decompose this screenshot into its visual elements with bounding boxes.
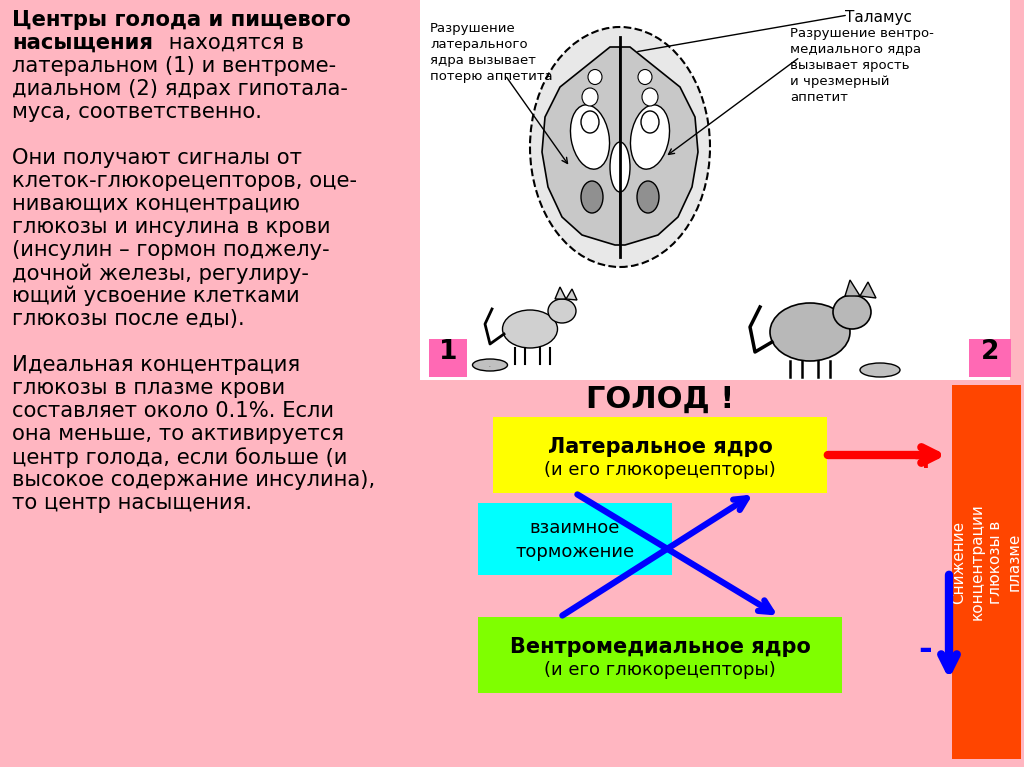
Text: насыщения: насыщения — [12, 33, 153, 53]
Polygon shape — [555, 287, 566, 299]
Text: дочной железы, регулиру-: дочной железы, регулиру- — [12, 263, 309, 284]
Text: Таламус: Таламус — [845, 10, 912, 25]
Ellipse shape — [770, 303, 850, 361]
Text: Они получают сигналы от: Они получают сигналы от — [12, 148, 302, 168]
Text: глюкозы и инсулина в крови: глюкозы и инсулина в крови — [12, 217, 331, 237]
Text: (инсулин – гормон поджелу-: (инсулин – гормон поджелу- — [12, 240, 330, 260]
Ellipse shape — [637, 181, 659, 213]
Text: ГОЛОД !: ГОЛОД ! — [586, 385, 734, 414]
FancyBboxPatch shape — [429, 339, 467, 377]
Text: +: + — [911, 443, 939, 476]
FancyBboxPatch shape — [478, 617, 842, 693]
Text: латеральном (1) и вентроме-: латеральном (1) и вентроме- — [12, 56, 336, 76]
Text: клеток-глюкорецепторов, оце-: клеток-глюкорецепторов, оце- — [12, 171, 357, 191]
Ellipse shape — [570, 105, 609, 170]
Ellipse shape — [582, 88, 598, 106]
Text: 2: 2 — [981, 339, 999, 365]
Text: (и его глюкорецепторы): (и его глюкорецепторы) — [544, 461, 776, 479]
Ellipse shape — [631, 105, 670, 170]
Polygon shape — [542, 47, 620, 245]
Ellipse shape — [472, 359, 508, 371]
Text: ·: · — [488, 362, 492, 372]
Ellipse shape — [503, 310, 557, 348]
Text: диальном (2) ядрах гипотала-: диальном (2) ядрах гипотала- — [12, 79, 348, 99]
Ellipse shape — [581, 181, 603, 213]
Ellipse shape — [638, 70, 652, 84]
Text: (и его глюкорецепторы): (и его глюкорецепторы) — [544, 661, 776, 679]
Polygon shape — [620, 47, 698, 245]
Text: муса, соответственно.: муса, соответственно. — [12, 102, 262, 122]
Text: Центры голода и пищевого: Центры голода и пищевого — [12, 10, 351, 30]
Text: Разрушение вентро-
медиального ядра
вызывает ярость
и чрезмерный
аппетит: Разрушение вентро- медиального ядра вызы… — [790, 27, 934, 104]
Ellipse shape — [610, 142, 630, 192]
Text: она меньше, то активируется: она меньше, то активируется — [12, 424, 344, 444]
FancyBboxPatch shape — [478, 503, 672, 575]
Polygon shape — [860, 282, 876, 298]
Ellipse shape — [581, 111, 599, 133]
FancyBboxPatch shape — [952, 385, 1021, 759]
Text: 1: 1 — [438, 339, 458, 365]
Text: Идеальная концентрация: Идеальная концентрация — [12, 355, 300, 375]
Text: находятся в: находятся в — [162, 33, 304, 53]
Text: центр голода, если больше (и: центр голода, если больше (и — [12, 447, 347, 468]
Ellipse shape — [642, 88, 658, 106]
Text: -: - — [919, 633, 932, 666]
Ellipse shape — [833, 295, 871, 329]
Ellipse shape — [530, 27, 710, 267]
FancyBboxPatch shape — [969, 339, 1011, 377]
Ellipse shape — [860, 363, 900, 377]
Text: ющий усвоение клетками: ющий усвоение клетками — [12, 286, 300, 307]
Text: глюкозы в плазме крови: глюкозы в плазме крови — [12, 378, 285, 398]
Text: Разрушение
латерального
ядра вызывает
потерю аппетита: Разрушение латерального ядра вызывает по… — [430, 22, 553, 83]
Ellipse shape — [641, 111, 659, 133]
Text: то центр насыщения.: то центр насыщения. — [12, 493, 252, 513]
FancyBboxPatch shape — [420, 0, 1010, 380]
Text: взаимное
торможение: взаимное торможение — [515, 519, 635, 561]
Ellipse shape — [588, 70, 602, 84]
Text: Латеральное ядро: Латеральное ядро — [548, 437, 772, 457]
Ellipse shape — [548, 299, 575, 323]
Text: Снижение
концентрации
глюкозы в
плазме: Снижение концентрации глюкозы в плазме — [951, 504, 1022, 621]
Text: нивающих концентрацию: нивающих концентрацию — [12, 194, 300, 214]
Text: высокое содержание инсулина),: высокое содержание инсулина), — [12, 470, 375, 490]
Polygon shape — [845, 280, 860, 296]
Text: составляет около 0.1%. Если: составляет около 0.1%. Если — [12, 401, 334, 421]
FancyBboxPatch shape — [493, 417, 827, 493]
Text: глюкозы после еды).: глюкозы после еды). — [12, 309, 245, 329]
Polygon shape — [566, 289, 577, 300]
Text: Вентромедиальное ядро: Вентромедиальное ядро — [510, 637, 810, 657]
